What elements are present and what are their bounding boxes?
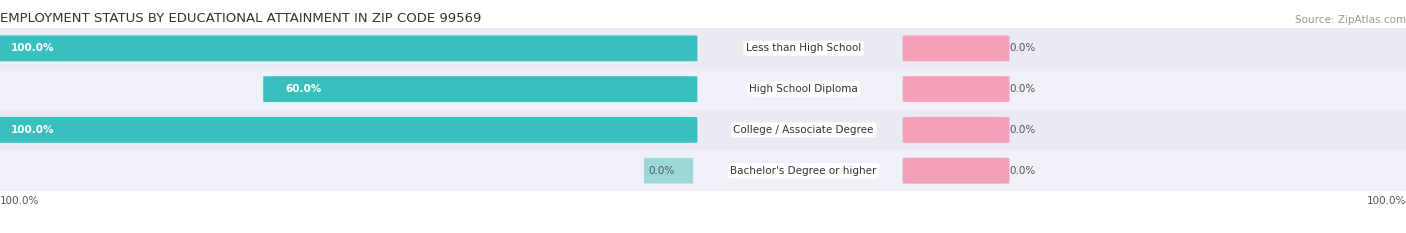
Text: 0.0%: 0.0% — [1010, 125, 1036, 135]
FancyBboxPatch shape — [903, 158, 1010, 184]
Text: High School Diploma: High School Diploma — [749, 84, 858, 94]
Text: 100.0%: 100.0% — [1367, 196, 1406, 206]
FancyBboxPatch shape — [0, 28, 1406, 69]
Text: 100.0%: 100.0% — [11, 43, 55, 53]
FancyBboxPatch shape — [644, 158, 693, 184]
FancyBboxPatch shape — [0, 150, 1406, 191]
Text: College / Associate Degree: College / Associate Degree — [734, 125, 873, 135]
FancyBboxPatch shape — [263, 76, 697, 102]
FancyBboxPatch shape — [0, 117, 697, 143]
FancyBboxPatch shape — [903, 76, 1010, 102]
FancyBboxPatch shape — [903, 35, 1010, 61]
Text: Less than High School: Less than High School — [747, 43, 860, 53]
Text: 100.0%: 100.0% — [11, 125, 55, 135]
FancyBboxPatch shape — [0, 35, 697, 61]
Text: 60.0%: 60.0% — [285, 84, 322, 94]
Text: 100.0%: 100.0% — [0, 196, 39, 206]
FancyBboxPatch shape — [0, 109, 1406, 151]
Text: Bachelor's Degree or higher: Bachelor's Degree or higher — [730, 166, 877, 176]
FancyBboxPatch shape — [0, 69, 1406, 110]
Text: EMPLOYMENT STATUS BY EDUCATIONAL ATTAINMENT IN ZIP CODE 99569: EMPLOYMENT STATUS BY EDUCATIONAL ATTAINM… — [0, 12, 481, 25]
FancyBboxPatch shape — [903, 117, 1010, 143]
Text: 0.0%: 0.0% — [1010, 43, 1036, 53]
Text: Source: ZipAtlas.com: Source: ZipAtlas.com — [1295, 15, 1406, 25]
Text: 0.0%: 0.0% — [1010, 84, 1036, 94]
Text: 0.0%: 0.0% — [648, 166, 675, 176]
Text: 0.0%: 0.0% — [1010, 166, 1036, 176]
